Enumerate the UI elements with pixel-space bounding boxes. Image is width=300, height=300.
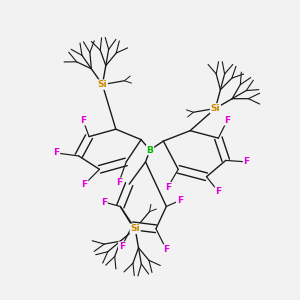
Text: F: F	[165, 183, 171, 192]
Text: F: F	[53, 148, 59, 158]
Text: F: F	[80, 116, 86, 125]
Text: Si: Si	[130, 224, 140, 233]
Text: B: B	[147, 146, 153, 154]
Text: Si: Si	[211, 104, 220, 113]
Text: F: F	[116, 178, 122, 187]
Text: F: F	[163, 245, 170, 254]
Text: F: F	[177, 196, 183, 205]
Text: F: F	[119, 242, 125, 251]
Text: Si: Si	[98, 80, 107, 89]
Text: F: F	[244, 158, 250, 166]
Text: F: F	[215, 187, 221, 196]
Text: F: F	[224, 116, 230, 125]
Text: F: F	[101, 197, 107, 206]
Text: F: F	[82, 180, 88, 189]
